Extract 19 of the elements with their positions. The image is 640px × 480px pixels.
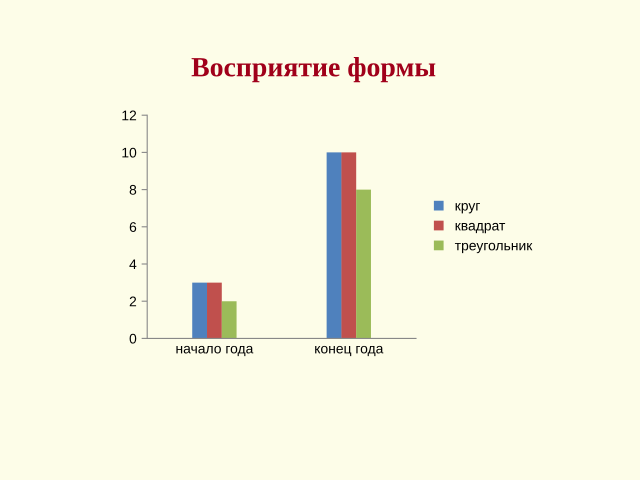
chart-title: Восприятие формы — [192, 57, 436, 82]
x-tick-label: начало года — [176, 346, 254, 356]
y-tick-label: 12 — [122, 110, 136, 120]
bar — [207, 282, 222, 338]
y-tick-label: 6 — [130, 222, 136, 232]
legend-label: треугольник — [454, 242, 532, 254]
bar — [341, 152, 356, 338]
bar — [326, 152, 342, 338]
y-tick-label: 0 — [130, 334, 136, 344]
y-tick-label: 2 — [130, 296, 136, 306]
bar — [222, 301, 237, 338]
bar — [356, 190, 371, 338]
y-tick-label: 10 — [122, 148, 136, 158]
y-tick-label: 8 — [130, 184, 136, 195]
y-tick-label: 4 — [129, 259, 136, 270]
legend-label: квадрат — [456, 222, 506, 234]
legend-label: круг — [456, 203, 480, 214]
bar — [192, 282, 208, 338]
x-tick-label: конец года — [315, 346, 384, 356]
